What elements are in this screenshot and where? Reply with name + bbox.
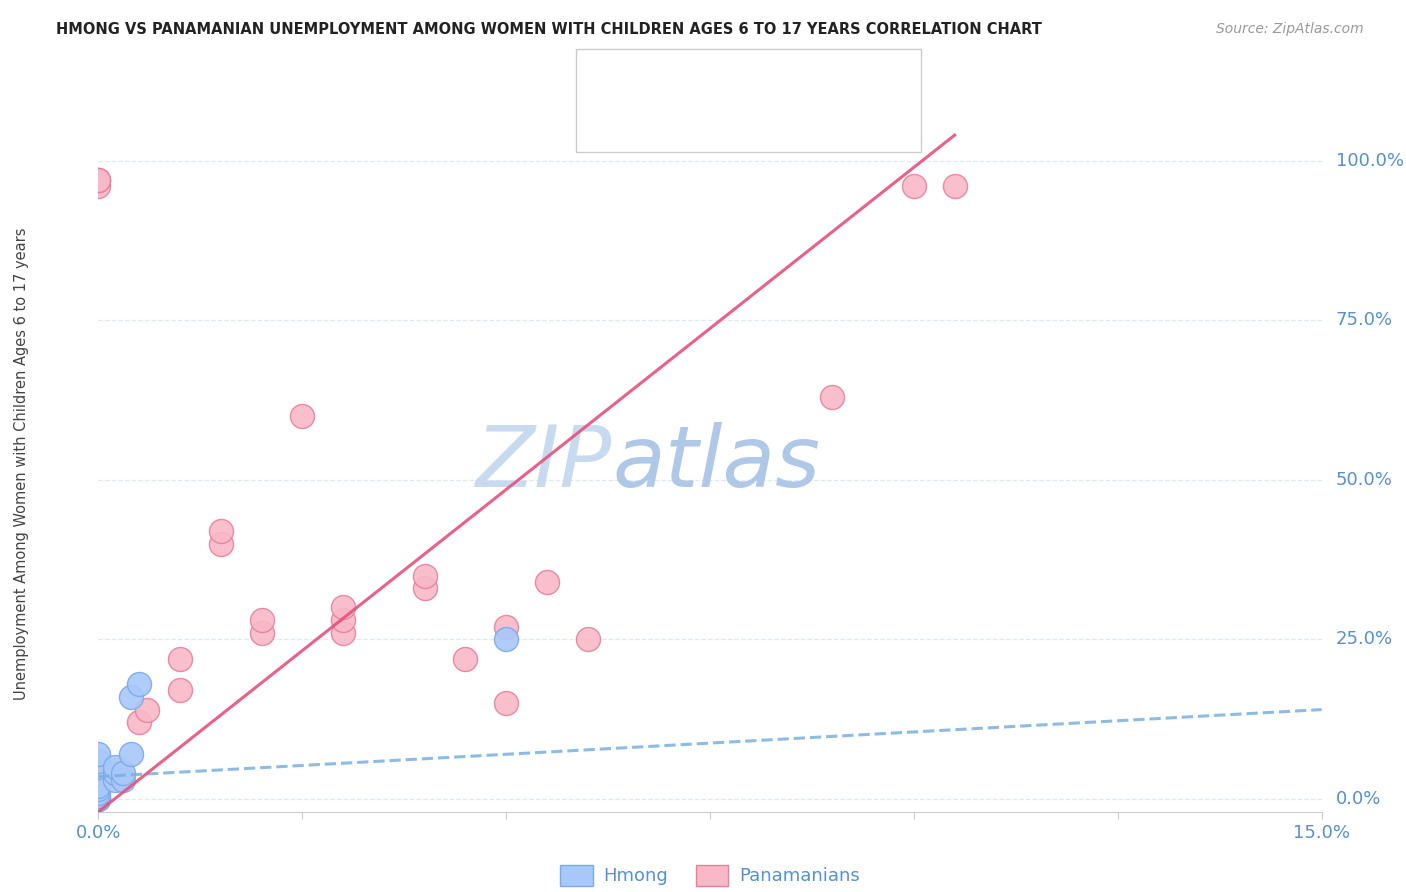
- Point: [169, 651, 191, 665]
- Point: [87, 789, 110, 803]
- Point: [104, 772, 127, 787]
- Text: 75.0%: 75.0%: [1336, 311, 1393, 329]
- Legend: Hmong, Panamanians: Hmong, Panamanians: [553, 858, 868, 892]
- Point: [332, 600, 354, 615]
- Point: [291, 409, 314, 423]
- Point: [495, 619, 517, 633]
- Point: [87, 786, 110, 800]
- Point: [128, 715, 150, 730]
- Point: [87, 754, 110, 768]
- Text: 25.0%: 25.0%: [1336, 631, 1393, 648]
- Point: [332, 626, 354, 640]
- Point: [120, 690, 142, 704]
- Point: [454, 651, 477, 665]
- Point: [903, 179, 925, 194]
- Point: [495, 632, 517, 647]
- Point: [209, 524, 232, 538]
- Point: [87, 792, 110, 806]
- Point: [87, 173, 110, 187]
- Point: [128, 677, 150, 691]
- Text: ZIP: ZIP: [475, 422, 612, 506]
- Text: 100.0%: 100.0%: [1336, 152, 1403, 169]
- Text: 0.0%: 0.0%: [1336, 790, 1381, 808]
- Point: [111, 772, 134, 787]
- Point: [120, 747, 142, 762]
- Point: [495, 696, 517, 710]
- Point: [87, 792, 110, 806]
- Text: R = 0.653   N = 26: R = 0.653 N = 26: [651, 108, 837, 128]
- Point: [87, 792, 110, 806]
- Point: [413, 582, 436, 596]
- Point: [413, 568, 436, 582]
- Point: [87, 760, 110, 774]
- Point: [250, 613, 273, 627]
- Point: [821, 390, 844, 404]
- Text: HMONG VS PANAMANIAN UNEMPLOYMENT AMONG WOMEN WITH CHILDREN AGES 6 TO 17 YEARS CO: HMONG VS PANAMANIAN UNEMPLOYMENT AMONG W…: [56, 22, 1042, 37]
- Text: Unemployment Among Women with Children Ages 6 to 17 years: Unemployment Among Women with Children A…: [14, 227, 28, 700]
- Point: [943, 179, 966, 194]
- Text: atlas: atlas: [612, 422, 820, 506]
- Point: [332, 613, 354, 627]
- Point: [111, 766, 134, 780]
- Point: [209, 536, 232, 550]
- Point: [104, 766, 127, 780]
- Point: [87, 782, 110, 797]
- Point: [250, 626, 273, 640]
- Point: [87, 173, 110, 187]
- Point: [536, 574, 558, 589]
- Point: [87, 173, 110, 187]
- Text: 50.0%: 50.0%: [1336, 471, 1392, 489]
- Point: [87, 779, 110, 793]
- Point: [169, 683, 191, 698]
- Point: [104, 760, 127, 774]
- Point: [576, 632, 599, 647]
- Point: [87, 179, 110, 194]
- Text: R = 0.010   N = 19: R = 0.010 N = 19: [651, 68, 835, 87]
- Point: [87, 747, 110, 762]
- Point: [136, 703, 159, 717]
- Text: Source: ZipAtlas.com: Source: ZipAtlas.com: [1216, 22, 1364, 37]
